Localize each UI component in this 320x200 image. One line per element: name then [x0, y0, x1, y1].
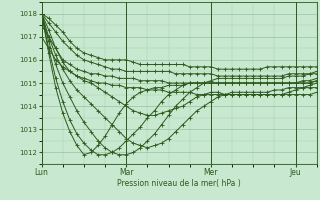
X-axis label: Pression niveau de la mer( hPa ): Pression niveau de la mer( hPa ) — [117, 179, 241, 188]
